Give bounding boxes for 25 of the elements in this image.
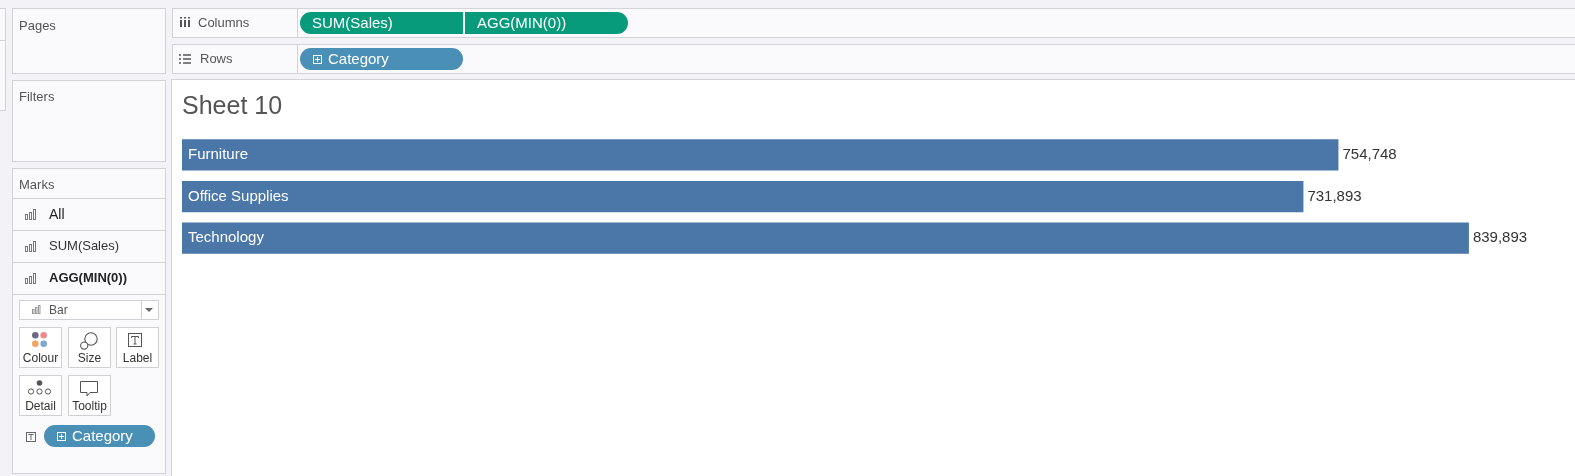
property-button: Label (116, 327, 159, 368)
y-tick-label: Office Supplies (188, 186, 289, 204)
text: AGG(MIN(0)) (49, 270, 127, 286)
property-button: Tooltip (68, 375, 111, 416)
data-label: 754,748 (1342, 144, 1397, 162)
field-pill: Category (300, 48, 463, 70)
y-tick-label: Furniture (188, 144, 249, 162)
text: Rows (200, 51, 233, 67)
text: Filters (19, 89, 55, 105)
property-button: Size (68, 327, 111, 368)
field-pill: SUM(Sales) (300, 12, 463, 34)
data-label: 731,893 (1307, 186, 1362, 204)
text: Pages (19, 18, 56, 34)
data-label: 839,893 (1472, 228, 1528, 246)
property-button: Detail (19, 375, 62, 416)
field-pill: AGG(MIN(0)) (465, 12, 628, 34)
y-tick-label: Technology (188, 228, 265, 246)
property-button: Colour (19, 327, 62, 368)
text: SUM(Sales) (49, 238, 120, 254)
chart-title: Sheet 10 (182, 90, 283, 119)
text: All (49, 206, 65, 222)
text: Columns (198, 15, 250, 31)
mark-type-dropdown: Bar (19, 300, 159, 320)
text: Marks (19, 177, 55, 193)
field-pill: Category (44, 425, 155, 447)
